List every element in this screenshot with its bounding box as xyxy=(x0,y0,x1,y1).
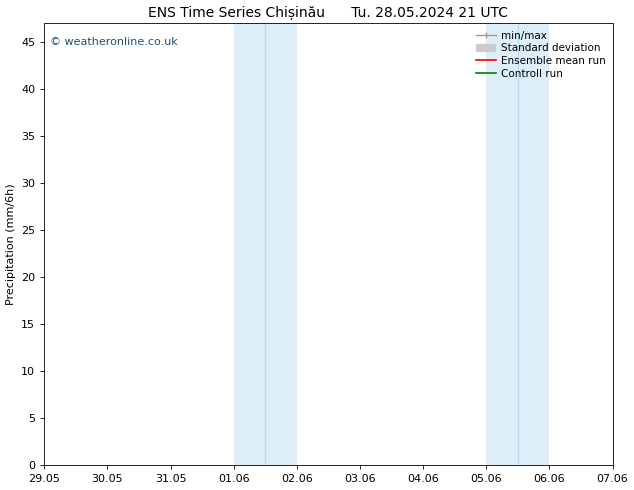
Bar xyxy=(486,24,550,465)
Y-axis label: Precipitation (mm/6h): Precipitation (mm/6h) xyxy=(6,184,16,305)
Title: ENS Time Series Chișinău      Tu. 28.05.2024 21 UTC: ENS Time Series Chișinău Tu. 28.05.2024 … xyxy=(148,5,508,20)
Bar xyxy=(234,24,297,465)
Text: © weatheronline.co.uk: © weatheronline.co.uk xyxy=(50,37,178,47)
Legend: min/max, Standard deviation, Ensemble mean run, Controll run: min/max, Standard deviation, Ensemble me… xyxy=(471,26,609,83)
